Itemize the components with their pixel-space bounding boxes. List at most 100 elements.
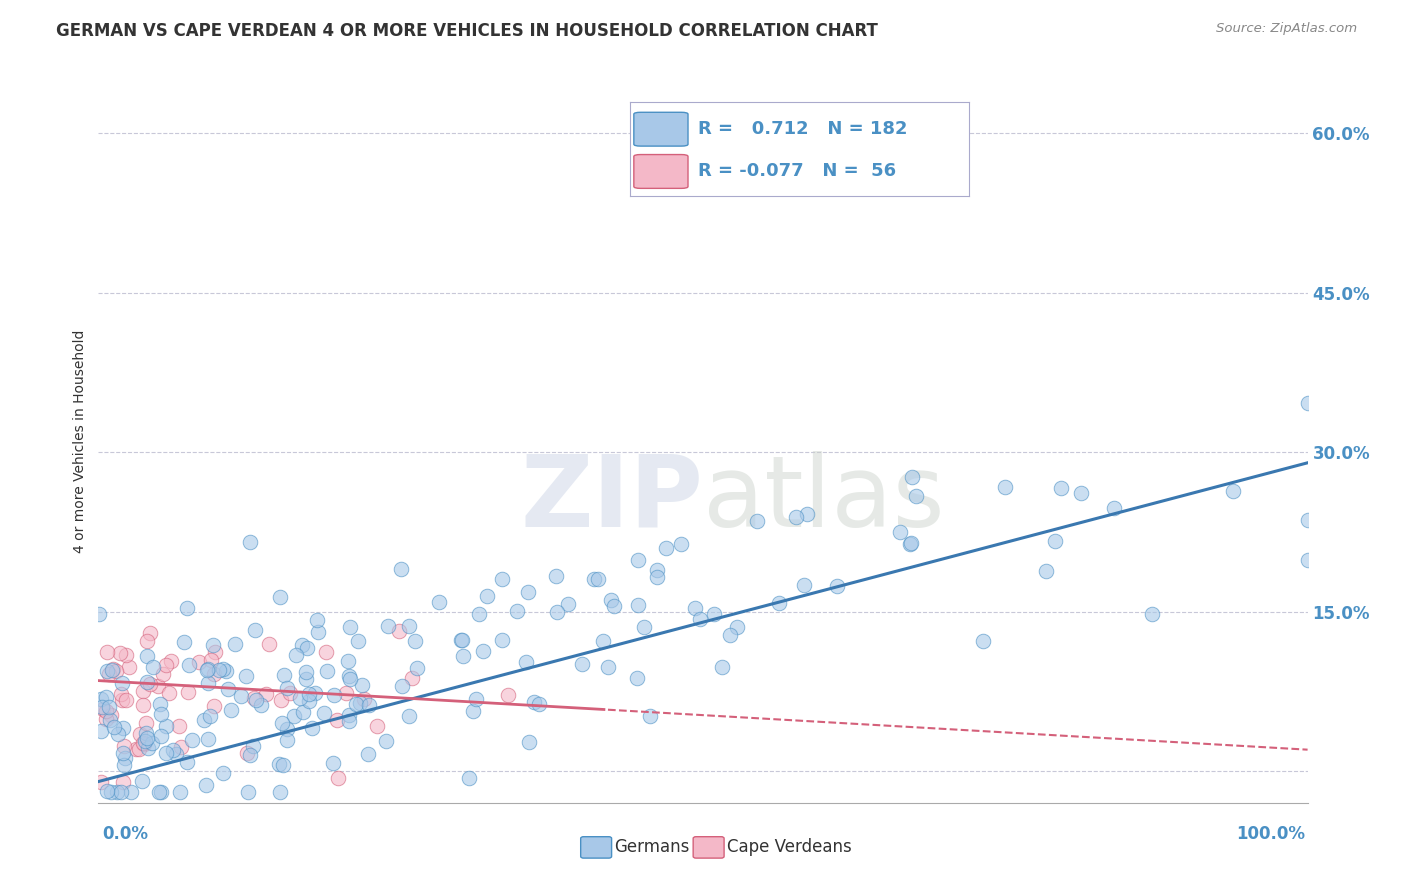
Point bbox=[217, 681, 239, 696]
Point bbox=[312, 706, 335, 720]
Point bbox=[388, 624, 411, 639]
Point bbox=[136, 740, 159, 755]
Point bbox=[193, 713, 215, 727]
Point bbox=[582, 572, 605, 586]
Point bbox=[96, 704, 118, 718]
Point bbox=[96, 664, 118, 678]
Point bbox=[1102, 501, 1125, 516]
Point bbox=[344, 697, 367, 711]
Point bbox=[150, 706, 173, 721]
Point bbox=[112, 739, 135, 753]
Point bbox=[146, 679, 169, 693]
Text: 0.0%: 0.0% bbox=[103, 825, 149, 843]
Point bbox=[301, 721, 323, 735]
Point bbox=[276, 681, 298, 695]
Point bbox=[377, 619, 399, 633]
Point bbox=[165, 747, 187, 762]
Point bbox=[276, 723, 298, 737]
Point bbox=[170, 740, 193, 755]
Point bbox=[254, 687, 277, 701]
Point bbox=[994, 480, 1017, 494]
Point bbox=[115, 648, 138, 662]
Point bbox=[204, 698, 226, 713]
Point bbox=[352, 677, 374, 691]
Point bbox=[167, 719, 190, 733]
Point bbox=[236, 785, 259, 799]
Point bbox=[685, 600, 707, 615]
Point bbox=[129, 727, 152, 741]
Point bbox=[477, 589, 499, 603]
Point bbox=[326, 713, 349, 727]
Point bbox=[87, 607, 110, 622]
Point bbox=[173, 635, 195, 649]
Point bbox=[586, 572, 609, 586]
Point bbox=[128, 742, 150, 756]
Point bbox=[796, 508, 818, 522]
Point bbox=[179, 658, 201, 673]
Point bbox=[633, 620, 655, 634]
Point bbox=[257, 637, 280, 651]
Text: atlas: atlas bbox=[703, 450, 945, 548]
Point bbox=[135, 649, 157, 664]
Point bbox=[204, 645, 226, 659]
Point bbox=[97, 666, 120, 681]
Point bbox=[194, 778, 217, 792]
Point bbox=[468, 607, 491, 621]
Point bbox=[457, 771, 479, 785]
Point bbox=[197, 661, 219, 675]
Point bbox=[472, 643, 495, 657]
Point bbox=[491, 572, 513, 586]
Point bbox=[100, 785, 122, 799]
Point bbox=[465, 692, 488, 706]
Text: GERMAN VS CAPE VERDEAN 4 OR MORE VEHICLES IN HOUSEHOLD CORRELATION CHART: GERMAN VS CAPE VERDEAN 4 OR MORE VEHICLE… bbox=[56, 22, 879, 40]
Point bbox=[544, 569, 567, 583]
Point bbox=[135, 726, 157, 740]
Point bbox=[270, 715, 292, 730]
Point bbox=[557, 597, 579, 611]
Point bbox=[451, 649, 474, 664]
Point bbox=[353, 692, 375, 706]
Point bbox=[134, 734, 156, 748]
Point bbox=[245, 693, 267, 707]
Point bbox=[94, 712, 117, 726]
Point bbox=[176, 601, 198, 615]
Point bbox=[104, 664, 127, 678]
Point bbox=[239, 748, 262, 763]
Point bbox=[337, 707, 360, 722]
Point bbox=[149, 729, 172, 743]
Point bbox=[212, 662, 235, 676]
Point bbox=[276, 733, 298, 747]
Point bbox=[307, 624, 329, 639]
Point bbox=[162, 743, 184, 757]
Point bbox=[115, 693, 138, 707]
Point bbox=[337, 714, 360, 728]
Point bbox=[229, 689, 252, 703]
Text: ZIP: ZIP bbox=[520, 450, 703, 548]
Point bbox=[273, 668, 295, 682]
Point bbox=[335, 686, 357, 700]
Point bbox=[1140, 607, 1163, 621]
Point bbox=[142, 660, 165, 674]
Point bbox=[711, 659, 734, 673]
Point bbox=[291, 639, 314, 653]
Point bbox=[375, 734, 398, 748]
Point bbox=[110, 646, 132, 660]
Text: Source: ZipAtlas.com: Source: ZipAtlas.com bbox=[1216, 22, 1357, 36]
Point bbox=[517, 735, 540, 749]
Point bbox=[655, 541, 678, 555]
Point bbox=[515, 655, 537, 669]
Point bbox=[461, 704, 484, 718]
Point bbox=[491, 632, 513, 647]
Point bbox=[212, 766, 235, 780]
Point bbox=[219, 703, 242, 717]
Point bbox=[197, 676, 219, 690]
Point bbox=[270, 693, 292, 707]
Point bbox=[1222, 484, 1244, 499]
Point bbox=[322, 756, 344, 770]
Point bbox=[638, 709, 661, 723]
Point bbox=[139, 677, 162, 691]
Point bbox=[169, 785, 191, 799]
Text: Cape Verdeans: Cape Verdeans bbox=[727, 838, 852, 856]
Point bbox=[112, 757, 135, 772]
Point bbox=[785, 509, 807, 524]
